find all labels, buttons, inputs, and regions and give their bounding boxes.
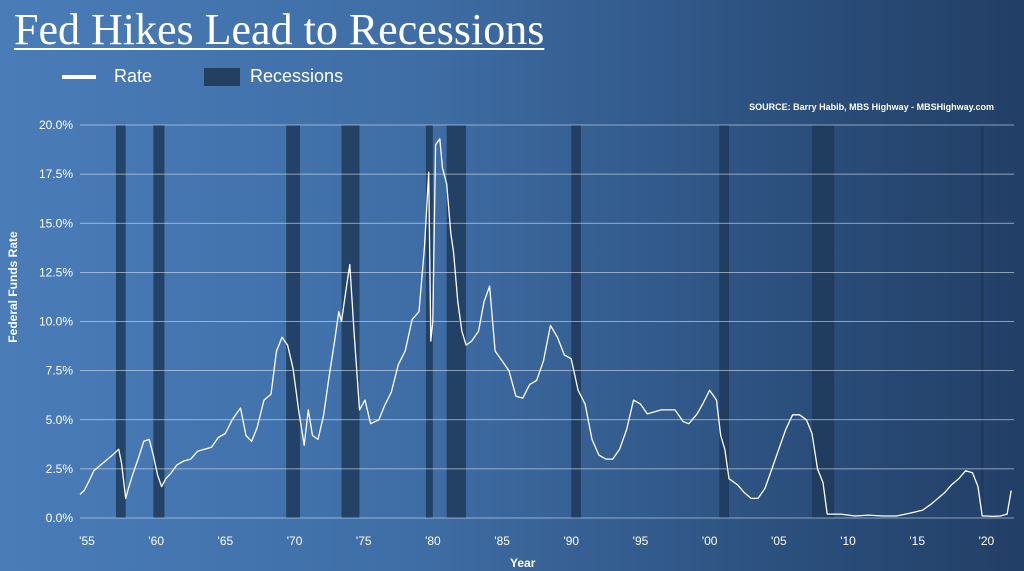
y-tick-label: 17.5%	[39, 167, 73, 181]
x-tick-label: '70	[287, 534, 303, 548]
x-tick-label: '00	[702, 534, 718, 548]
y-tick-label: 7.5%	[46, 364, 74, 378]
x-axis-ticks: '55 '60 '65 '70 '75 '80 '85 '90 '95 '00 '05 '10 '15 '…	[79, 534, 994, 548]
legend: Rate Recessions	[62, 66, 343, 87]
source-note: SOURCE: Barry Habib, MBS Highway - MBSHi…	[749, 102, 994, 112]
y-tick-label: 0.0%	[46, 511, 74, 525]
legend-recessions-swatch	[204, 67, 241, 86]
x-tick-label: '90	[563, 534, 579, 548]
x-axis-label: Year	[510, 556, 536, 570]
legend-recessions-label: Recessions	[250, 66, 344, 86]
y-tick-label: 5.0%	[46, 413, 74, 427]
x-tick-label: '60	[148, 534, 164, 548]
y-tick-label: 20.0%	[39, 118, 73, 132]
rate-line	[79, 138, 1012, 518]
x-tick-label: '75	[356, 534, 372, 548]
x-tick-label: '55	[79, 534, 95, 548]
x-tick-label: '10	[840, 534, 856, 548]
y-tick-label: 10.0%	[39, 315, 73, 329]
x-tick-label: '85	[494, 534, 510, 548]
x-tick-label: '05	[771, 534, 787, 548]
x-tick-label: '20	[979, 534, 995, 548]
legend-rate-label: Rate	[114, 66, 153, 86]
gridlines	[80, 124, 1014, 519]
y-tick-label: 2.5%	[46, 462, 74, 476]
legend-rate-swatch	[62, 74, 96, 79]
y-axis-ticks: 0.0% 2.5% 5.0% 7.5% 10.0% 12.5% 15.0% 17.5% 20.0…	[39, 118, 73, 525]
rate-series	[79, 138, 1012, 518]
x-tick-label: '65	[218, 534, 234, 548]
x-tick-label: '15	[909, 534, 925, 548]
y-tick-label: 15.0%	[39, 216, 73, 230]
x-tick-label: '80	[425, 534, 441, 548]
chart-title: Fed Hikes Lead to Recessions	[14, 5, 545, 54]
y-tick-label: 12.5%	[39, 265, 73, 279]
x-tick-label: '95	[633, 534, 649, 548]
